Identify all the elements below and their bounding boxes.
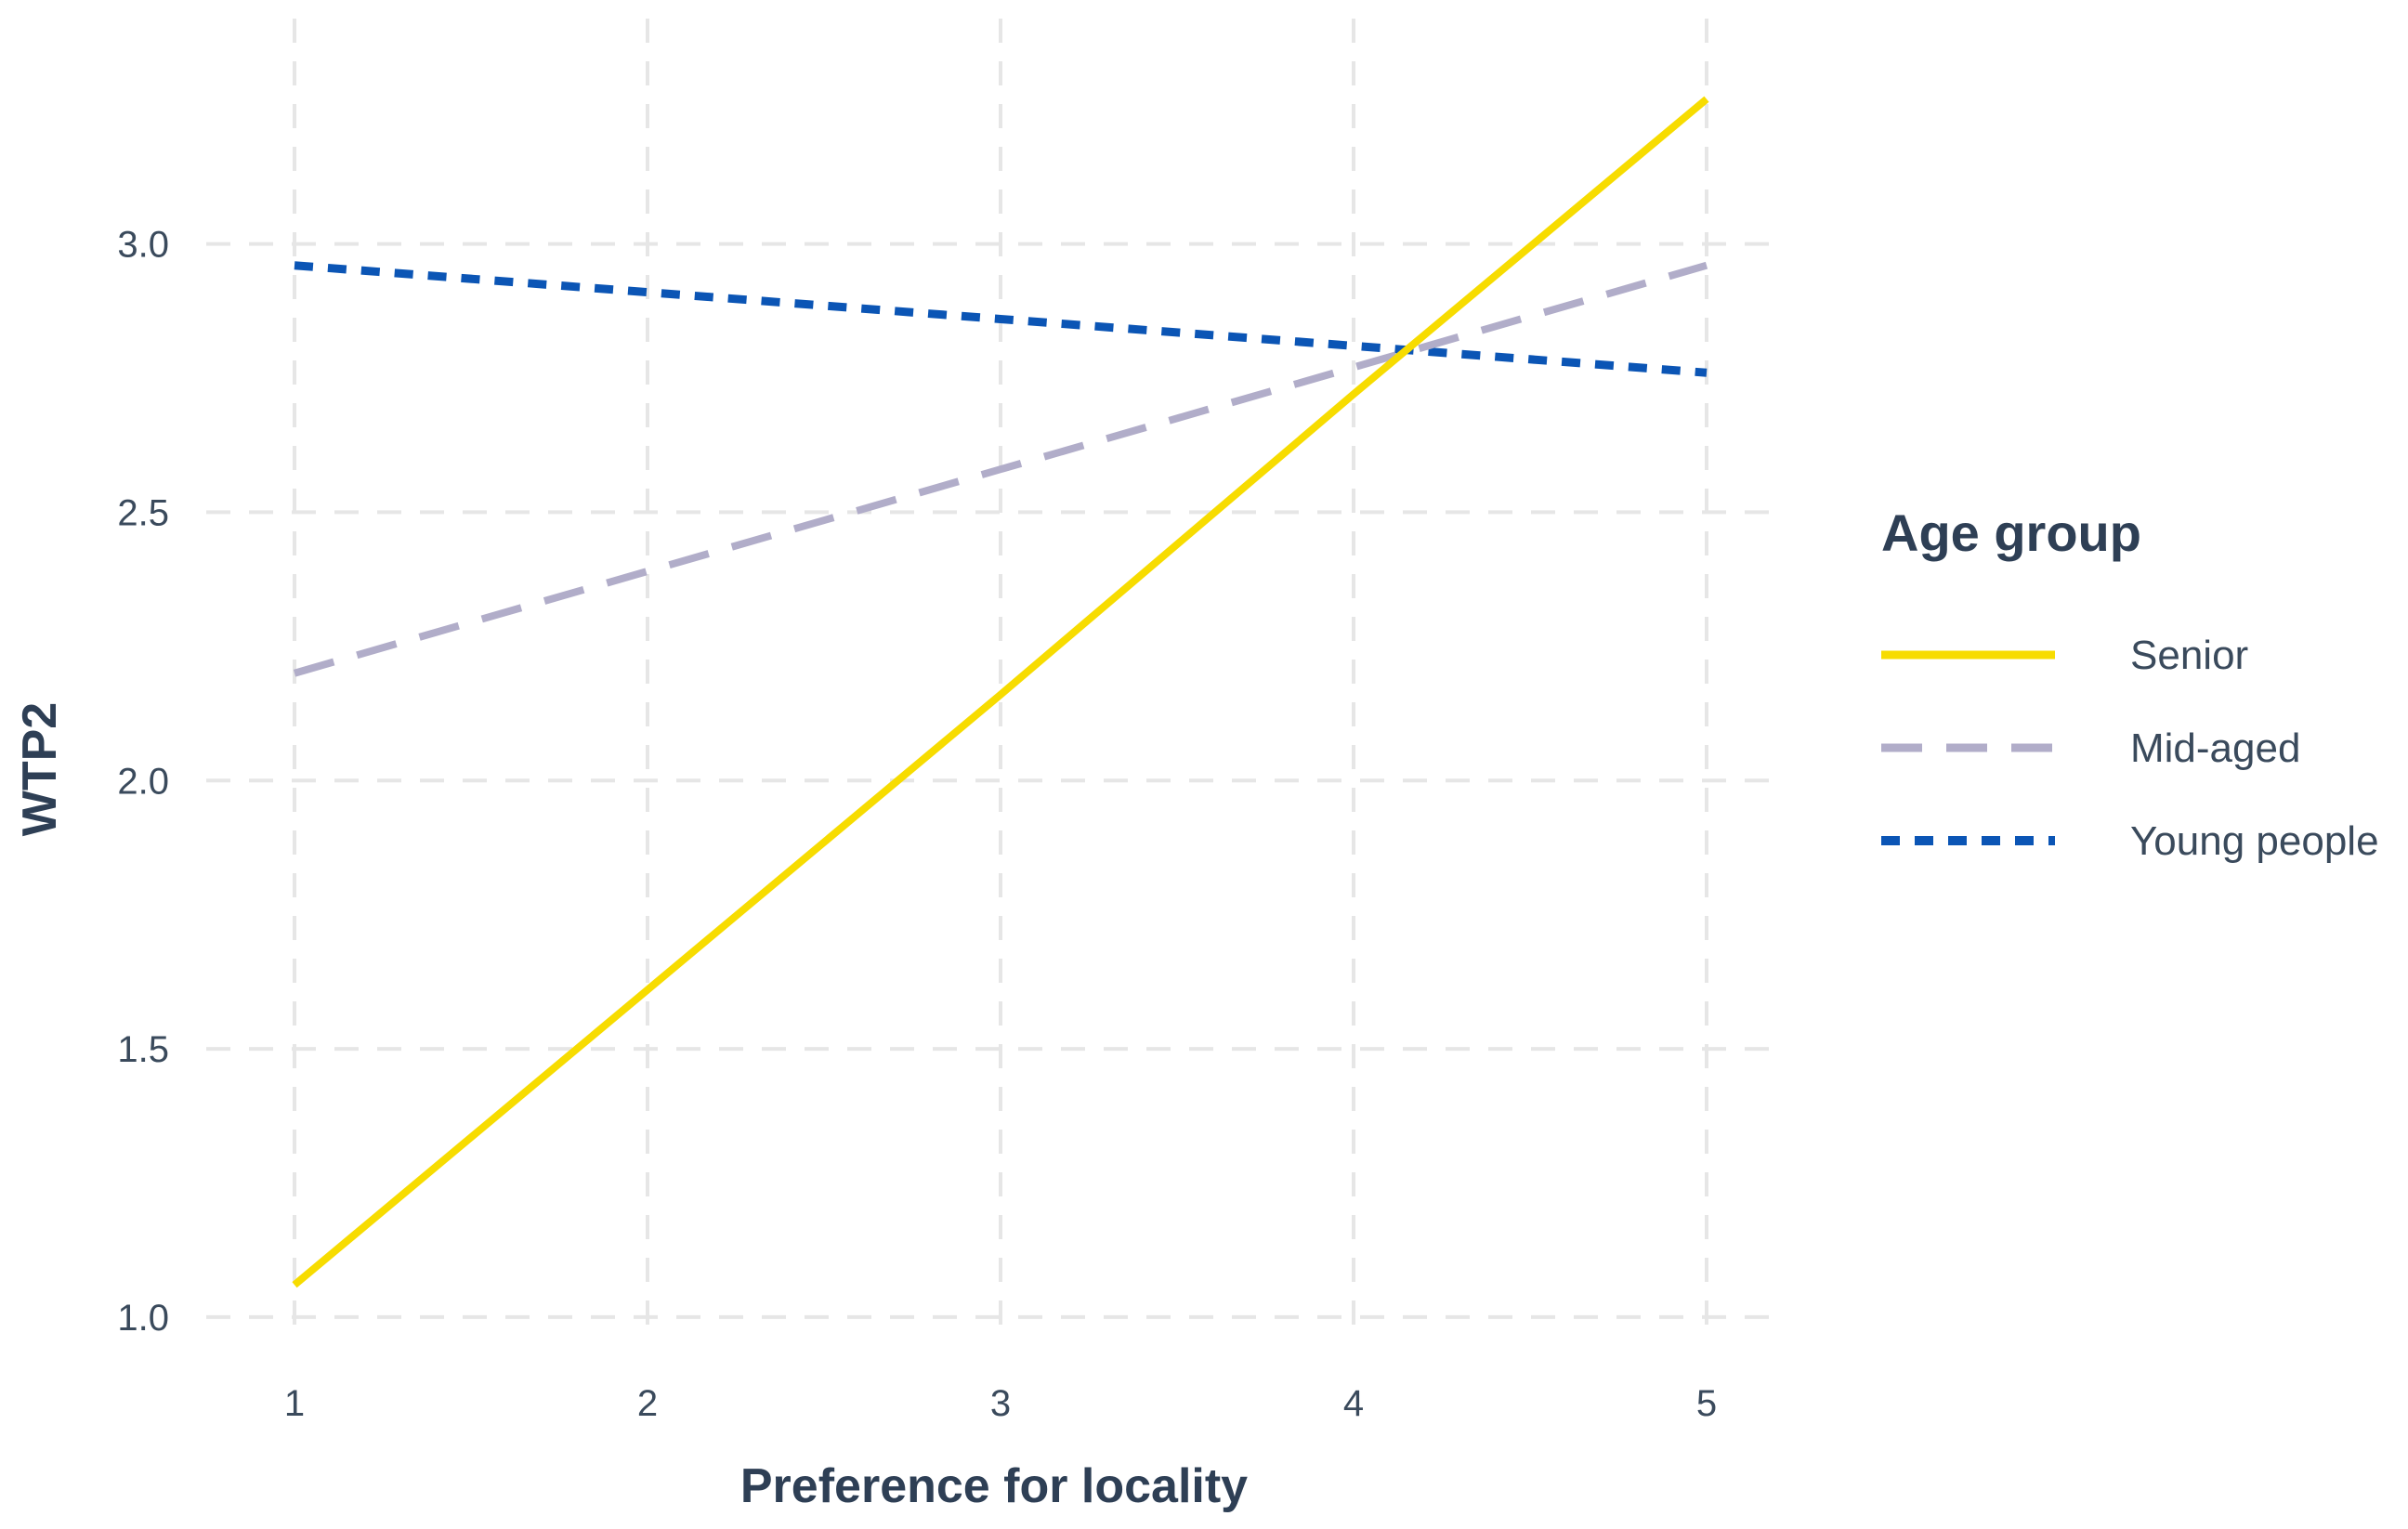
x-tick-label: 4 xyxy=(1343,1383,1364,1424)
y-tick-label: 2.0 xyxy=(117,761,169,802)
y-tick-label: 1.5 xyxy=(117,1029,169,1070)
legend-item-mid-aged: Mid-aged xyxy=(1881,725,2300,771)
legend: Age group Senior Mid-aged Young people xyxy=(1881,503,2379,864)
y-tick-label: 1.0 xyxy=(117,1298,169,1339)
legend-label: Mid-aged xyxy=(2130,725,2300,771)
legend-label: Young people xyxy=(2130,818,2379,864)
series-line-young-people xyxy=(294,261,1708,377)
legend-item-young-people: Young people xyxy=(1881,818,2379,864)
y-tick-label: 2.5 xyxy=(117,492,169,533)
x-tick-label: 1 xyxy=(284,1383,305,1424)
legend-item-senior: Senior xyxy=(1881,633,2248,678)
legend-label: Senior xyxy=(2130,633,2248,678)
x-tick-label: 5 xyxy=(1696,1383,1717,1424)
x-axis-ticks: 1 2 3 4 5 xyxy=(284,1383,1717,1424)
series-line-senior xyxy=(292,96,1709,1288)
series-line-mid-aged xyxy=(293,261,1708,677)
y-tick-label: 3.0 xyxy=(117,225,169,266)
grid-layer xyxy=(206,19,1777,1339)
legend-items: Senior Mid-aged Young people xyxy=(1881,633,2379,864)
x-tick-label: 2 xyxy=(637,1383,658,1424)
x-axis-title: Preference for locality xyxy=(740,1459,1248,1513)
x-tick-label: 3 xyxy=(990,1383,1011,1424)
y-axis-ticks: 1.0 1.5 2.0 2.5 3.0 xyxy=(117,225,169,1339)
series-layer xyxy=(292,96,1709,1288)
y-axis-title: WTP2 xyxy=(13,702,67,836)
legend-title: Age group xyxy=(1881,503,2141,562)
